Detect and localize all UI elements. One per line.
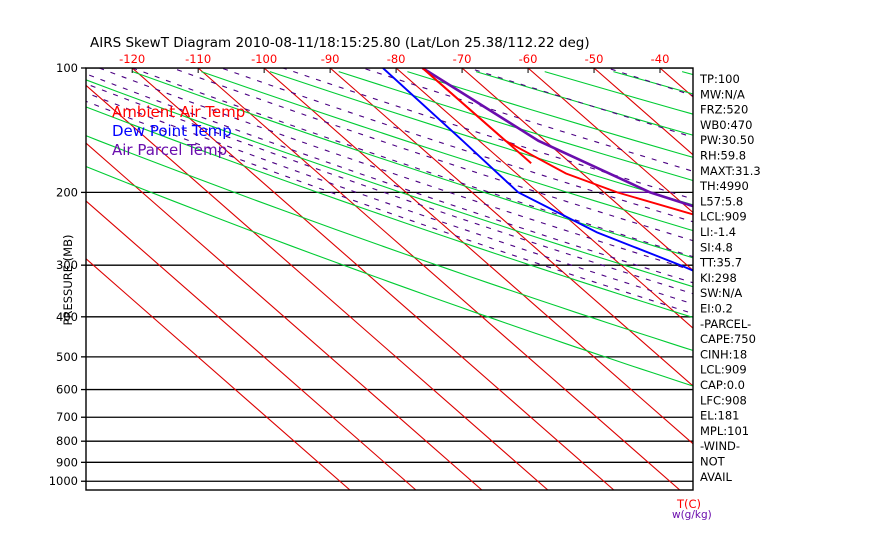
index-4: PW:30.50 [700, 133, 754, 147]
legend-parcel-label: Air Parcel Temp [112, 141, 227, 159]
data-curves-layer [382, 68, 693, 272]
index-14: SW:N/A [700, 286, 742, 300]
index-24: -WIND- [700, 439, 740, 453]
index-19: LCL:909 [700, 363, 747, 377]
pressure-tick-label: 100 [56, 61, 78, 75]
top-temp-tick-label: -90 [321, 52, 340, 66]
top-temp-tick-label: -80 [387, 52, 406, 66]
top-temp-tick-label: -50 [585, 52, 604, 66]
top-temp-tick-label: -120 [119, 52, 145, 66]
pressure-tick-label: 600 [56, 383, 78, 397]
top-temp-tick-label: -110 [185, 52, 211, 66]
pressure-tick-label: 900 [56, 455, 78, 469]
pressure-tick-label: 1000 [49, 474, 78, 488]
tick-layer [81, 67, 661, 482]
index-12: TT:35.7 [699, 256, 742, 270]
index-22: EL:181 [700, 409, 740, 423]
pressure-tick-label: 300 [56, 258, 78, 272]
index-5: RH:59.8 [700, 149, 746, 163]
ambient-temp-curve [421, 68, 693, 216]
grid-layer [86, 68, 693, 490]
index-15: EI:0.2 [700, 302, 733, 316]
pressure-tick-label: 200 [56, 185, 78, 199]
index-8: L57:5.8 [700, 194, 743, 208]
pressure-tick-label: 400 [56, 310, 78, 324]
axis-label-layer: 100 200 300 400 500 600 700 800 900 1000 -120 -110 -… [49, 52, 712, 521]
y-axis-title: PRESSURE (MB) [61, 235, 75, 326]
top-temp-tick-label: -70 [453, 52, 472, 66]
index-21: LFC:908 [700, 393, 747, 407]
index-3: WB0:470 [700, 118, 752, 132]
plot-frame [85, 67, 694, 491]
index-0: TP:100 [699, 72, 740, 86]
index-11: SI:4.8 [700, 240, 733, 254]
index-9: LCL:909 [700, 210, 747, 224]
index-1: MW:N/A [700, 87, 745, 101]
index-13: KI:298 [700, 271, 737, 285]
index-23: MPL:101 [700, 424, 749, 438]
index-7: TH:4990 [699, 179, 749, 193]
index-16: -PARCEL- [700, 317, 751, 331]
index-25: NOT [700, 455, 726, 469]
index-20: CAP:0.0 [700, 378, 745, 392]
pressure-tick-label: 700 [56, 410, 78, 424]
top-temp-tick-label: -60 [519, 52, 538, 66]
top-temp-tick-label: -40 [651, 52, 670, 66]
index-18: CINH:18 [700, 347, 747, 361]
pressure-tick-label: 500 [56, 350, 78, 364]
top-temp-tick-label: -100 [251, 52, 277, 66]
index-17: CAPE:750 [700, 332, 756, 346]
index-10: LI:-1.4 [700, 225, 736, 239]
mixing-ratio-unit-label: w(g/kg) [672, 509, 712, 521]
chart-title: AIRS SkewT Diagram 2010-08-11/18:15:25.8… [90, 35, 590, 51]
index-2: FRZ:520 [700, 103, 748, 117]
dewpoint-curve [382, 68, 693, 272]
index-26: AVAIL [700, 470, 733, 484]
index-6: MAXT:31.3 [700, 164, 761, 178]
temperature-unit-label: T(C) [676, 497, 701, 511]
pressure-tick-label: 800 [56, 434, 78, 448]
legend-ambient-label: Ambient Air Temp [112, 103, 245, 121]
legend-dewpoint-label: Dew Point Temp [112, 122, 232, 140]
